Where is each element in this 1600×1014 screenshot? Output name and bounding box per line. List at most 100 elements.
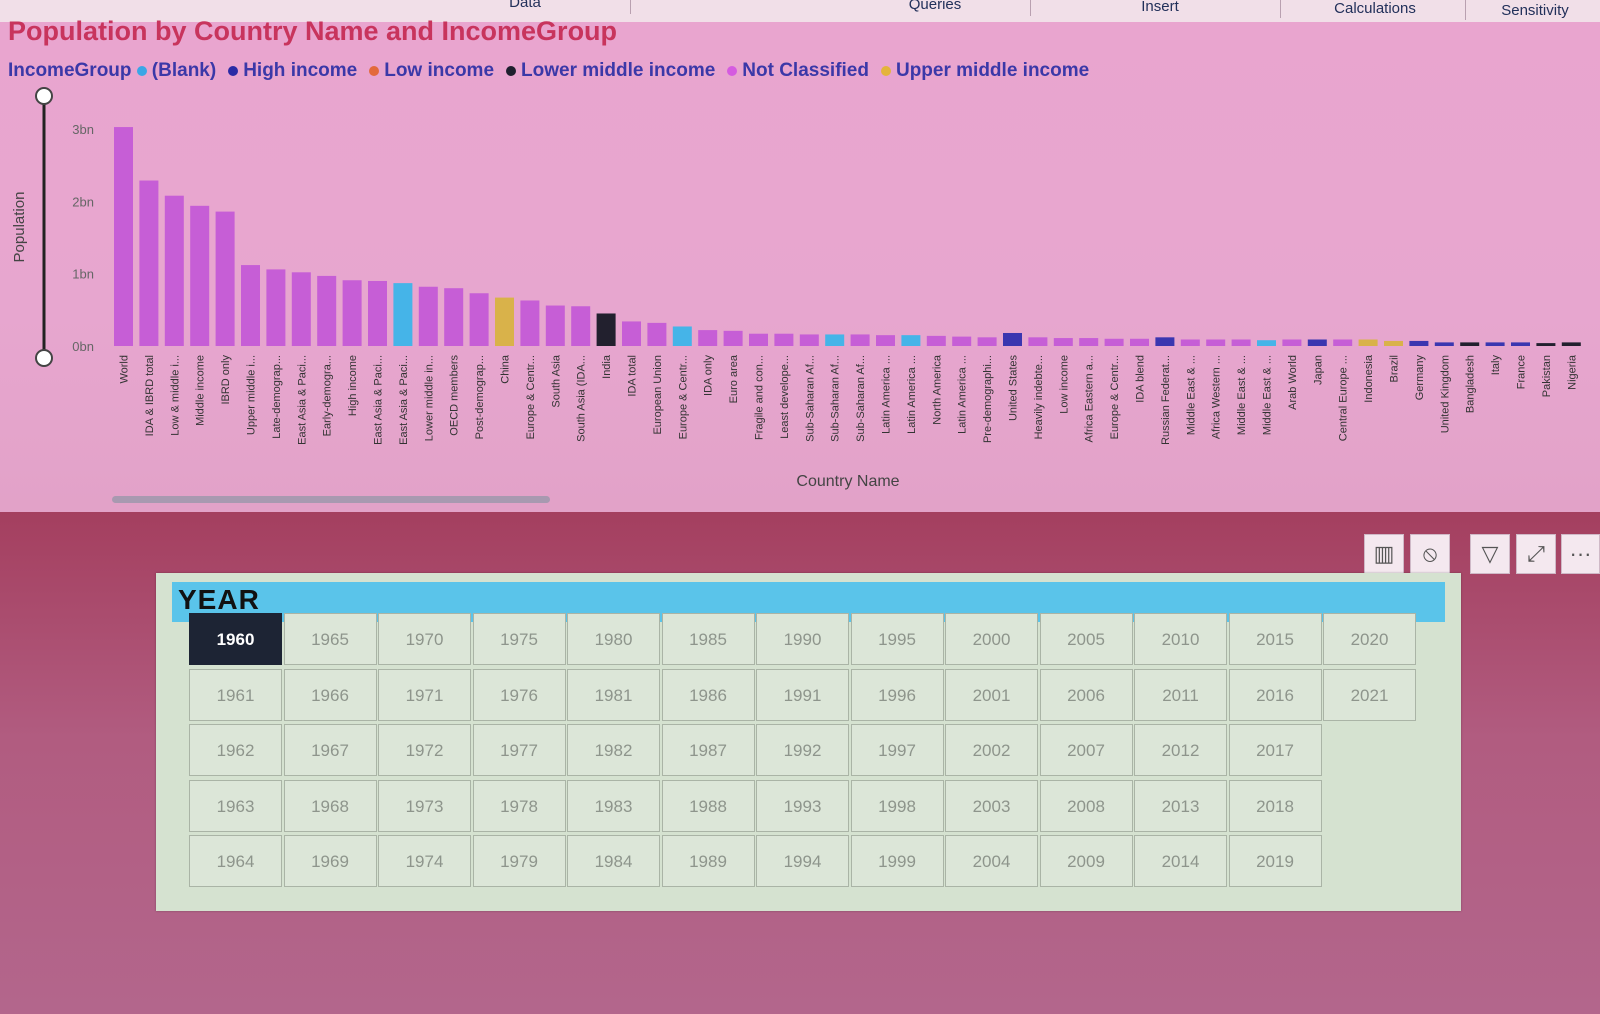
tab-sensitivity[interactable]: Sensitivity bbox=[1501, 2, 1569, 19]
bar bbox=[1003, 332, 1022, 346]
bar bbox=[1053, 338, 1073, 346]
focus-mode-icon[interactable]: ⤢ bbox=[1516, 534, 1556, 574]
year-option[interactable]: 1999 bbox=[850, 835, 944, 887]
year-option[interactable]: 2021 bbox=[1323, 668, 1416, 721]
x-tick-label: Europe & Centr... bbox=[525, 355, 537, 439]
year-option[interactable]: 1989 bbox=[661, 835, 755, 887]
tab-insert[interactable]: Insert bbox=[1040, 0, 1281, 18]
x-tick-label: South Asia (IDA... bbox=[576, 355, 588, 442]
bar bbox=[647, 322, 667, 346]
legend-item[interactable]: Lower middle income bbox=[506, 60, 715, 81]
year-option[interactable]: 1978 bbox=[472, 779, 566, 832]
horizontal-scrollbar[interactable] bbox=[112, 496, 550, 503]
year-option[interactable]: 2015 bbox=[1228, 613, 1322, 665]
bar bbox=[774, 333, 794, 346]
year-option[interactable]: 1971 bbox=[378, 668, 471, 721]
year-option[interactable]: 1993 bbox=[756, 779, 849, 832]
year-option[interactable]: 1988 bbox=[661, 779, 755, 832]
bar bbox=[672, 326, 692, 346]
bar bbox=[139, 180, 159, 346]
year-option[interactable]: 1997 bbox=[850, 724, 944, 776]
year-option[interactable]: 1964 bbox=[189, 835, 282, 887]
year-option[interactable]: 1986 bbox=[661, 668, 755, 721]
year-option[interactable]: 2017 bbox=[1228, 724, 1322, 776]
year-option[interactable]: 2007 bbox=[1039, 724, 1133, 776]
year-option[interactable]: 1974 bbox=[378, 835, 471, 887]
legend-item[interactable]: Not Classified bbox=[727, 60, 869, 81]
year-option[interactable]: 1979 bbox=[472, 835, 566, 887]
year-option[interactable]: 1966 bbox=[283, 668, 377, 721]
year-option[interactable]: 1985 bbox=[661, 613, 755, 665]
year-option[interactable]: 1961 bbox=[189, 668, 282, 721]
year-option[interactable]: 1970 bbox=[378, 613, 471, 665]
year-option[interactable]: 1994 bbox=[756, 835, 849, 887]
more-options-icon[interactable]: ··· bbox=[1561, 534, 1600, 574]
bar bbox=[520, 300, 540, 346]
legend-item[interactable]: (Blank) bbox=[136, 60, 216, 81]
year-option[interactable]: 1976 bbox=[472, 668, 566, 721]
x-tick-label: Least develope... bbox=[779, 355, 791, 439]
chart-visual[interactable]: Population by Country Name and IncomeGro… bbox=[0, 16, 1600, 512]
tab-calculations[interactable]: Calculations bbox=[1285, 0, 1466, 20]
year-option[interactable]: 2012 bbox=[1134, 724, 1227, 776]
year-option[interactable]: 2020 bbox=[1323, 613, 1416, 665]
year-option[interactable]: 1987 bbox=[661, 724, 755, 776]
legend-title: IncomeGroup bbox=[8, 60, 132, 81]
x-tick-label: Latin America ... bbox=[957, 355, 969, 434]
bar bbox=[1536, 343, 1556, 346]
year-option[interactable]: 1984 bbox=[567, 835, 660, 887]
year-option[interactable]: 1972 bbox=[378, 724, 471, 776]
year-option[interactable]: 2003 bbox=[945, 779, 1038, 832]
year-option[interactable]: 2018 bbox=[1228, 779, 1322, 832]
year-option[interactable]: 2016 bbox=[1228, 668, 1322, 721]
legend-item[interactable]: High income bbox=[228, 60, 357, 81]
year-option[interactable]: 1965 bbox=[283, 613, 377, 665]
tab-queries[interactable]: Queries bbox=[840, 0, 1031, 16]
bar bbox=[1155, 337, 1175, 346]
year-option[interactable]: 2013 bbox=[1134, 779, 1227, 832]
year-option[interactable]: 1980 bbox=[567, 613, 660, 665]
year-option[interactable]: 2005 bbox=[1039, 613, 1133, 665]
year-option[interactable]: 1960 bbox=[189, 613, 282, 665]
no-entry-icon[interactable]: ⦸ bbox=[1410, 534, 1450, 574]
year-option[interactable]: 2000 bbox=[945, 613, 1038, 665]
year-option[interactable]: 1969 bbox=[283, 835, 377, 887]
x-tick-label: Post-demograp... bbox=[474, 355, 486, 439]
year-option[interactable]: 1991 bbox=[756, 668, 849, 721]
year-option[interactable]: 2004 bbox=[945, 835, 1038, 887]
y-tick-label: 0bn bbox=[72, 339, 94, 354]
year-option[interactable]: 2010 bbox=[1134, 613, 1227, 665]
year-option[interactable]: 1967 bbox=[283, 724, 377, 776]
year-option[interactable]: 1963 bbox=[189, 779, 282, 832]
year-option[interactable]: 1992 bbox=[756, 724, 849, 776]
year-option[interactable]: 2014 bbox=[1134, 835, 1227, 887]
year-option[interactable]: 2002 bbox=[945, 724, 1038, 776]
year-option[interactable]: 1998 bbox=[850, 779, 944, 832]
year-option[interactable]: 1981 bbox=[567, 668, 660, 721]
year-option[interactable]: 2008 bbox=[1039, 779, 1133, 832]
year-option[interactable]: 2011 bbox=[1134, 668, 1227, 721]
legend-item[interactable]: Upper middle income bbox=[880, 60, 1089, 81]
legend-dot bbox=[727, 66, 738, 76]
year-option[interactable]: 2006 bbox=[1039, 668, 1133, 721]
x-tick-label: Lower middle in... bbox=[423, 355, 435, 441]
year-option[interactable]: 1983 bbox=[567, 779, 660, 832]
year-option[interactable]: 1995 bbox=[850, 613, 944, 665]
year-option[interactable]: 2001 bbox=[945, 668, 1038, 721]
year-option[interactable]: 1996 bbox=[850, 668, 944, 721]
year-option[interactable]: 1977 bbox=[472, 724, 566, 776]
drill-chart-icon[interactable]: ▥ bbox=[1364, 534, 1404, 574]
year-option[interactable]: 1962 bbox=[189, 724, 282, 776]
bar bbox=[164, 195, 184, 346]
legend-item[interactable]: Low income bbox=[369, 60, 494, 81]
bar bbox=[317, 275, 337, 346]
year-option[interactable]: 2009 bbox=[1039, 835, 1133, 887]
year-option[interactable]: 1982 bbox=[567, 724, 660, 776]
year-option[interactable]: 1973 bbox=[378, 779, 471, 832]
year-option[interactable]: 1968 bbox=[283, 779, 377, 832]
year-option[interactable]: 2019 bbox=[1228, 835, 1322, 887]
year-option[interactable]: 1975 bbox=[472, 613, 566, 665]
tab-data[interactable]: Data bbox=[420, 0, 631, 14]
year-option[interactable]: 1990 bbox=[756, 613, 849, 665]
filter-icon[interactable]: ▽ bbox=[1470, 534, 1510, 574]
